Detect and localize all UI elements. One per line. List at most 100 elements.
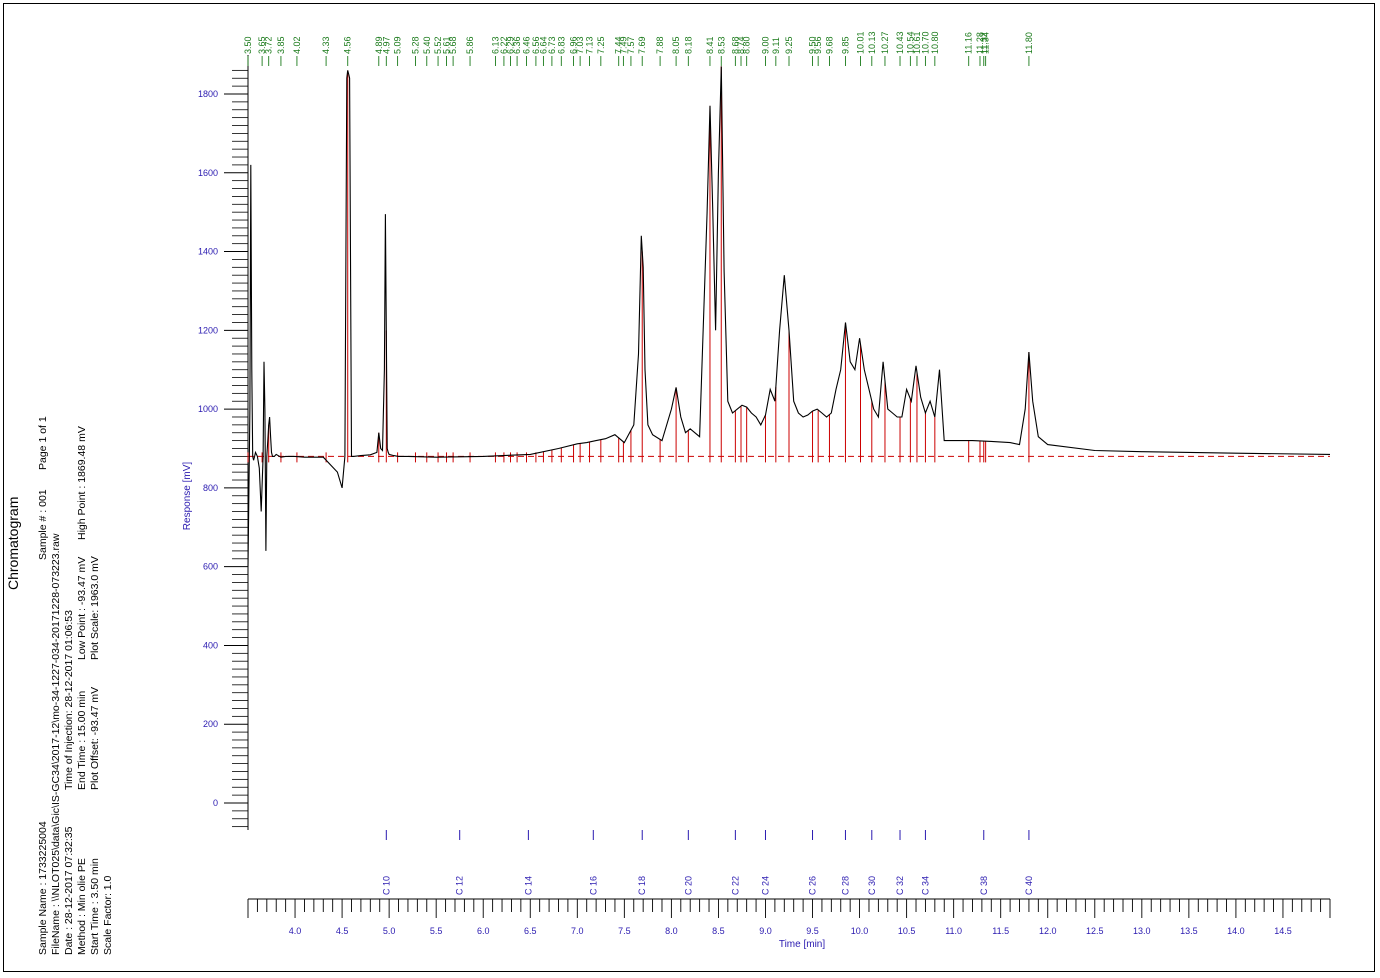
y-tick-label: 0 [213, 798, 218, 808]
chromatogram-frame [3, 3, 1375, 972]
peak-label: 6.83 [556, 36, 566, 54]
x-tick-label: 8.5 [712, 926, 725, 936]
time-of-injection: Time of Injection: 28-12-2017 01:06:53 [63, 610, 75, 790]
carbon-label: C 30 [867, 876, 877, 895]
peak-label: 10.27 [880, 31, 890, 54]
plot-offset: Plot Offset: -93.47 mV [89, 687, 101, 790]
end-time: End Time : 15.00 min [76, 691, 88, 790]
carbon-label: C 20 [683, 876, 693, 895]
peak-label: 6.96 [569, 36, 579, 54]
file-name: FileName : \\NLOT025\data\Gic\IS-GC34\20… [50, 533, 62, 955]
peak-label: 7.49 [618, 36, 628, 54]
x-tick-label: 5.5 [430, 926, 443, 936]
peak-label: 6.46 [521, 36, 531, 54]
carbon-label: C 40 [1024, 876, 1034, 895]
peak-label: 5.28 [410, 36, 420, 54]
peak-label: 8.74 [736, 36, 746, 54]
peak-label: 9.25 [784, 36, 794, 54]
peak-label: 7.57 [626, 36, 636, 54]
peak-label: 7.25 [596, 36, 606, 54]
peak-label: 6.56 [531, 36, 541, 54]
x-tick-label: 14.0 [1227, 926, 1245, 936]
peak-markers [247, 66, 1330, 463]
peak-label: 7.03 [575, 36, 585, 54]
carbon-label: C 18 [637, 876, 647, 895]
x-tick-label: 10.0 [851, 926, 869, 936]
x-tick-label: 11.5 [992, 926, 1009, 936]
x-tick-label: 4.0 [289, 926, 302, 936]
carbon-label: C 26 [808, 876, 818, 895]
peak-label: 10.01 [856, 31, 866, 54]
y-tick-label: 1400 [198, 247, 218, 257]
x-tick-label: 10.5 [898, 926, 916, 936]
peak-label: 9.50 [808, 36, 818, 54]
peak-label: 8.05 [671, 36, 681, 54]
peak-label: 7.88 [655, 36, 665, 54]
peak-label: 6.29 [506, 36, 516, 54]
y-tick-label: 1800 [198, 89, 218, 99]
peak-label: 6.22 [499, 36, 509, 54]
peak-label: 3.50 [243, 36, 253, 54]
x-tick-label: 6.0 [477, 926, 490, 936]
y-tick-label: 1000 [198, 404, 218, 414]
peak-label: 8.80 [742, 36, 752, 54]
carbon-label: C 16 [588, 876, 598, 895]
x-tick-label: 12.5 [1086, 926, 1104, 936]
peak-label: 7.69 [637, 36, 647, 54]
carbon-markers: C 10 C 12 C 14 C 16 C 18 C 20 C 22 C 24 C 26 C 28… [381, 830, 1034, 895]
carbon-label: C 22 [730, 876, 740, 895]
sample-name: Sample Name : 1733225004 [37, 821, 49, 955]
peak-label: 8.68 [730, 36, 740, 54]
y-tick-label: 200 [203, 719, 218, 729]
y-tick-label: 800 [203, 483, 218, 493]
carbon-label: C 34 [920, 876, 930, 895]
y-tick-label: 600 [203, 562, 218, 572]
peak-label: 11.80 [1024, 32, 1034, 54]
peak-label: 5.86 [465, 36, 475, 54]
peak-label: 6.36 [512, 36, 522, 54]
peak-label: 6.73 [547, 36, 557, 54]
peak-label: 3.65 [257, 36, 267, 54]
x-tick-label: 13.5 [1180, 926, 1198, 936]
carbon-label: C 24 [760, 876, 770, 895]
peak-label: 3.85 [276, 36, 286, 54]
peak-label: 8.18 [683, 36, 693, 54]
peak-label: 10.54 [905, 31, 915, 54]
scale-factor: Scale Factor: 1.0 [102, 875, 114, 955]
peak-label: 4.56 [343, 36, 353, 54]
carbon-label: C 38 [979, 876, 989, 895]
peak-label: 11.32 [979, 32, 989, 54]
x-tick-label: 9.0 [759, 926, 772, 936]
peak-label: 4.02 [292, 36, 302, 54]
x-tick-label: 12.0 [1039, 926, 1057, 936]
y-tick-label: 1600 [198, 168, 218, 178]
y-axis-label: Response [mV] [182, 462, 193, 531]
peak-label: 5.40 [422, 36, 432, 54]
peak-label: 9.85 [840, 36, 850, 54]
x-tick-label: 14.5 [1274, 926, 1292, 936]
peak-label: 5.61 [442, 36, 452, 54]
peak-label: 10.13 [867, 31, 877, 54]
page-number: Page 1 of 1 [37, 416, 49, 470]
chromatogram-trace [247, 66, 1331, 567]
chromatogram-title: Chromatogram [5, 497, 21, 590]
peak-label: 6.64 [538, 36, 548, 54]
peak-label: 10.70 [920, 31, 930, 54]
carbon-label: C 14 [523, 876, 533, 895]
x-tick-label: 6.5 [524, 926, 537, 936]
carbon-label: C 32 [895, 876, 905, 895]
peak-label: 6.13 [490, 36, 500, 54]
x-axis-label: Time [min] [779, 939, 826, 950]
carbon-label: C 12 [455, 876, 465, 895]
peak-label: 3.72 [264, 36, 274, 54]
peak-label: 9.56 [813, 36, 823, 54]
sample-number: Sample # : 001 [37, 489, 49, 560]
y-tick-label: 400 [203, 640, 218, 650]
y-tick-label: 1200 [198, 325, 218, 335]
x-tick-label: 5.0 [383, 926, 396, 936]
x-tick-label: 7.5 [618, 926, 631, 936]
high-point: High Point : 1869.48 mV [76, 426, 88, 540]
peak-label: 5.52 [433, 36, 443, 54]
peak-label: 10.43 [895, 31, 905, 54]
info-block: Chromatogram Sample Name : 1733225004 Sa… [5, 416, 114, 955]
